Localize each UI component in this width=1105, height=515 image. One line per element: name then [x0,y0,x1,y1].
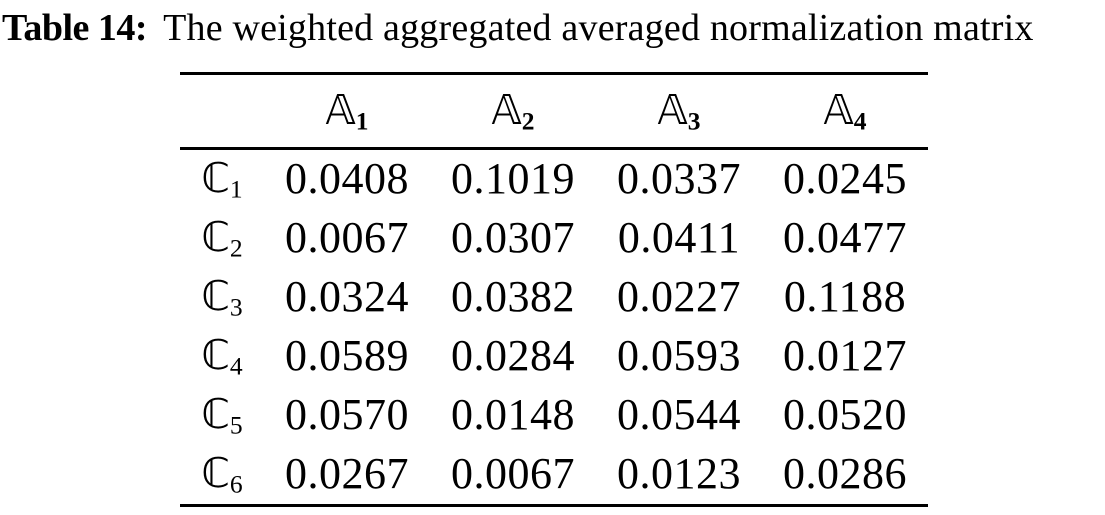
blackboard-c-letter: ℂ [201,449,230,498]
blackboard-a-letter: 𝔸 [325,85,356,134]
normalization-matrix-table: 𝔸1 𝔸2 𝔸3 𝔸4 ℂ1 0.0408 0.1019 0.0337 0.02… [180,71,928,507]
matrix-cell: 0.0520 [783,390,907,440]
matrix-cell: 0.0570 [285,390,409,440]
column-subscript: 3 [687,106,701,136]
row-header-c1: ℂ1 [180,148,264,209]
row-subscript: 2 [229,233,243,263]
column-header-a3: 𝔸3 [596,73,762,150]
corner-cell [180,73,264,150]
blackboard-a-letter: 𝔸 [823,85,854,134]
blackboard-a-letter: 𝔸 [657,85,688,134]
matrix-cell: 0.0411 [617,213,741,263]
row-header-c4: ℂ4 [180,327,264,386]
table-row-c3: ℂ3 0.0324 0.0382 0.0227 0.1188 [180,268,928,327]
matrix-cell: 0.0589 [285,331,409,381]
row-subscript: 6 [229,469,243,499]
matrix-cell: 0.0284 [451,331,575,381]
matrix-cell: 0.0127 [783,331,907,381]
row-header-c3: ℂ3 [180,268,264,327]
header-row: 𝔸1 𝔸2 𝔸3 𝔸4 [180,73,928,150]
row-header-c2: ℂ2 [180,209,264,268]
matrix-cell: 0.0245 [783,154,907,204]
row-header-c5: ℂ5 [180,386,264,445]
table-row-c4: ℂ4 0.0589 0.0284 0.0593 0.0127 [180,327,928,386]
column-header-a4: 𝔸4 [762,73,928,150]
row-header-c6: ℂ6 [180,445,264,506]
matrix-cell: 0.0267 [285,449,409,499]
row-subscript: 4 [229,351,243,381]
blackboard-c-letter: ℂ [201,272,230,321]
column-header-a1: 𝔸1 [264,73,430,150]
matrix-cell: 0.0067 [285,213,409,263]
blackboard-c-letter: ℂ [201,331,230,380]
matrix-cell: 0.0477 [783,213,907,263]
matrix-cell: 0.0324 [285,272,409,322]
matrix-cell: 0.1188 [783,272,907,322]
matrix-cell: 0.0544 [617,390,741,440]
matrix-cell: 0.0123 [617,449,741,499]
blackboard-c-letter: ℂ [201,213,230,262]
row-subscript: 3 [229,292,243,322]
matrix-cell: 0.0337 [617,154,741,204]
row-subscript: 1 [229,174,243,204]
matrix-cell: 0.0286 [783,449,907,499]
blackboard-c-letter: ℂ [201,154,230,203]
matrix-cell: 0.0408 [285,154,409,204]
column-header-a2: 𝔸2 [430,73,596,150]
table-row-c2: ℂ2 0.0067 0.0307 0.0411 0.0477 [180,209,928,268]
table-row-c1: ℂ1 0.0408 0.1019 0.0337 0.0245 [180,148,928,209]
table-row-c6: ℂ6 0.0267 0.0067 0.0123 0.0286 [180,445,928,506]
caption-text: The weighted aggregated averaged normali… [163,7,1034,49]
column-subscript: 4 [853,106,867,136]
table-caption: Table 14: The weighted aggregated average… [0,0,1105,51]
matrix-cell: 0.0307 [451,213,575,263]
column-subscript: 2 [521,106,535,136]
column-subscript: 1 [355,106,369,136]
caption-label: Table 14: [2,7,148,49]
matrix-cell: 0.0593 [617,331,741,381]
blackboard-c-letter: ℂ [201,390,230,439]
table-row-c5: ℂ5 0.0570 0.0148 0.0544 0.0520 [180,386,928,445]
row-subscript: 5 [229,410,243,440]
matrix-cell: 0.1019 [451,154,575,204]
blackboard-a-letter: 𝔸 [491,85,522,134]
matrix-cell: 0.0382 [451,272,575,322]
matrix-cell: 0.0227 [617,272,741,322]
matrix-cell: 0.0067 [451,449,575,499]
matrix-cell: 0.0148 [451,390,575,440]
